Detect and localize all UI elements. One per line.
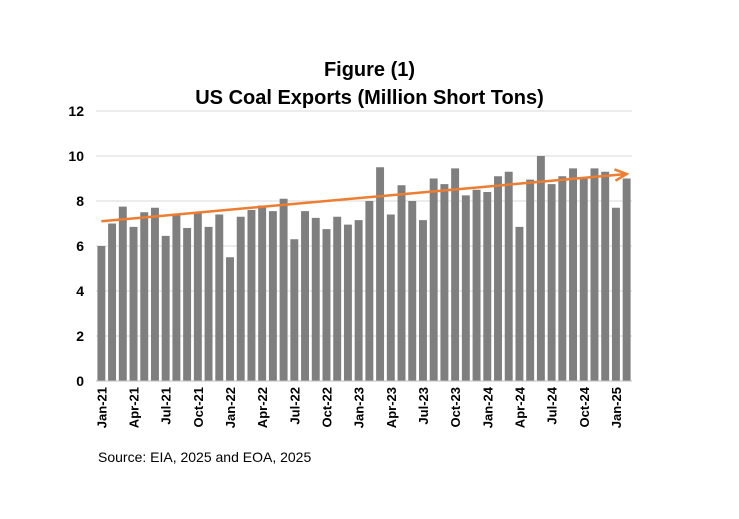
x-tick-label: Jul-21 [159, 387, 174, 425]
trend-arrowhead [614, 168, 630, 182]
bar-Aug-24 [558, 176, 567, 381]
x-tick-label: Oct-22 [319, 387, 334, 427]
trend-arrow [101, 168, 630, 223]
x-tick-label: Jul-23 [416, 387, 431, 425]
x-tick-label: Apr-24 [512, 386, 527, 428]
x-tick-label: Jan-22 [223, 387, 238, 428]
source-note: Source: EIA, 2025 and EOA, 2025 [98, 449, 311, 465]
bar-Feb-21 [108, 223, 117, 381]
bar-Feb-22 [236, 216, 245, 381]
x-tick-label: Apr-23 [384, 387, 399, 428]
bar-Apr-24 [515, 226, 524, 381]
y-tick-label: 12 [68, 103, 84, 119]
x-tick-label: Oct-23 [448, 387, 463, 427]
x-tick-label: Jul-24 [545, 386, 560, 424]
x-tick-label: Jan-21 [94, 387, 109, 428]
x-tick-label: Oct-24 [577, 386, 592, 427]
bar-May-24 [526, 179, 535, 381]
bar-Jul-22 [290, 239, 299, 381]
bar-May-21 [140, 212, 149, 381]
bar-Dec-22 [343, 224, 352, 381]
bar-Aug-22 [301, 211, 310, 381]
x-tick-label: Oct-21 [191, 387, 206, 427]
x-tick-label: Jan-24 [480, 386, 495, 428]
bar-Apr-21 [129, 226, 138, 381]
bar-Nov-24 [590, 168, 599, 381]
bar-Mar-22 [247, 210, 256, 381]
bar-Jul-23 [418, 220, 427, 381]
bar-Apr-23 [386, 214, 395, 381]
chart-title-line-1: Figure (1) [324, 59, 415, 81]
bar-Mar-23 [376, 167, 385, 381]
bar-Nov-23 [461, 195, 470, 381]
y-tick-label: 0 [76, 373, 84, 389]
bar-Oct-23 [451, 168, 460, 381]
bar-Dec-21 [215, 214, 224, 381]
bar-Oct-22 [322, 229, 331, 381]
bar-Nov-21 [204, 226, 213, 381]
bar-Oct-21 [193, 212, 202, 381]
bar-Jun-23 [408, 201, 417, 381]
bar-Mar-21 [118, 206, 127, 381]
bar-May-22 [268, 211, 277, 381]
bar-Sep-21 [183, 228, 192, 381]
bar-Mar-24 [504, 171, 513, 381]
x-tick-label: Apr-21 [127, 387, 142, 428]
y-tick-label: 2 [76, 328, 84, 344]
bar-Nov-22 [333, 216, 342, 381]
bar-Sep-22 [311, 217, 320, 381]
bar-May-23 [397, 185, 406, 381]
bar-Apr-22 [258, 205, 267, 381]
bar-Sep-23 [440, 184, 449, 381]
bar-Aug-23 [429, 178, 438, 381]
bar-Dec-23 [472, 189, 481, 381]
bar-Jan-24 [483, 192, 492, 381]
y-tick-label: 8 [76, 193, 84, 209]
x-tick-label: Jan-25 [609, 387, 624, 428]
x-tick-label: Jan-23 [352, 387, 367, 428]
bar-Jan-25 [611, 207, 620, 381]
bars [97, 156, 631, 381]
chart-title-line-2: US Coal Exports (Million Short Tons) [195, 87, 544, 109]
bar-Jun-21 [150, 207, 159, 381]
y-axis-ticks: 0 2 4 6 8 10 12 [68, 103, 84, 389]
x-tick-label: Apr-22 [255, 387, 270, 428]
x-tick-label: Jul-22 [287, 387, 302, 425]
bar-Aug-21 [172, 214, 181, 381]
bar-Oct-24 [579, 178, 588, 381]
bar-Dec-24 [601, 171, 610, 381]
y-tick-label: 6 [76, 238, 84, 254]
bar-Jul-21 [161, 235, 170, 381]
bar-Feb-25 [622, 178, 631, 381]
y-tick-label: 10 [68, 148, 84, 164]
bar-Sep-24 [569, 168, 578, 381]
y-tick-label: 4 [76, 283, 84, 299]
bar-Jul-24 [547, 184, 556, 381]
bar-Jan-21 [97, 246, 106, 381]
bar-Jun-24 [536, 156, 545, 381]
trend-line [101, 172, 627, 223]
bar-Feb-24 [494, 176, 502, 381]
bar-Jan-23 [354, 220, 363, 381]
x-axis-ticks: Jan-21 Apr-21 Jul-21 Oct-21 Jan-22 Apr-22 Jul-… [94, 386, 624, 428]
bar-Feb-23 [365, 201, 374, 381]
bar-Jan-22 [226, 257, 234, 381]
bar-Jun-22 [279, 198, 288, 381]
